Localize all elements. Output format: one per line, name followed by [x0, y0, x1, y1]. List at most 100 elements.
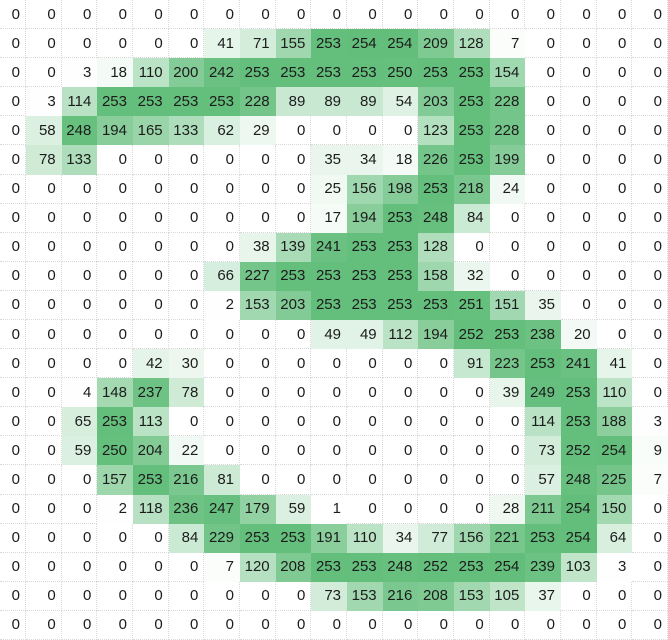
heatmap-cell: 253	[561, 378, 597, 408]
heatmap-cell: 0	[525, 87, 561, 117]
heatmap-cell: 0	[0, 0, 26, 30]
heatmap-cell: 0	[632, 0, 668, 30]
heatmap-cell: 0	[418, 349, 454, 379]
heatmap-cell: 0	[168, 552, 205, 582]
heatmap-cell: 0	[382, 378, 419, 408]
heatmap-cell: 133	[61, 145, 98, 175]
heatmap-cell: 249	[525, 378, 561, 408]
heatmap-cell: 150	[596, 494, 633, 524]
heatmap-cell: 54	[382, 87, 419, 117]
heatmap-cell: 194	[347, 203, 383, 233]
heatmap-cell: 0	[596, 261, 633, 291]
heatmap-cell: 0	[525, 58, 561, 88]
heatmap-cell: 57	[525, 465, 561, 495]
heatmap-cell: 0	[61, 174, 98, 204]
heatmap-cell: 0	[382, 349, 419, 379]
heatmap-cell: 29	[240, 116, 276, 146]
heatmap-cell: 0	[275, 174, 312, 204]
heatmap-cell: 0	[133, 145, 169, 175]
heatmap-cell: 0	[26, 0, 62, 30]
heatmap-cell: 0	[26, 290, 62, 320]
heatmap-cell: 0	[26, 58, 62, 88]
heatmap-cell: 133	[168, 116, 205, 146]
heatmap-cell: 253	[418, 174, 454, 204]
heatmap-cell: 0	[347, 610, 383, 640]
heatmap-cell: 204	[133, 436, 169, 466]
heatmap-cell: 0	[418, 0, 454, 30]
heatmap-cell: 0	[61, 0, 98, 30]
heatmap-cell: 0	[26, 581, 62, 611]
heatmap-cell: 0	[133, 610, 169, 640]
heatmap-cell: 0	[26, 29, 62, 59]
heatmap-cell: 4	[61, 378, 98, 408]
heatmap-cell: 253	[97, 87, 133, 117]
heatmap-cell: 0	[26, 261, 62, 291]
heatmap-cell: 0	[61, 261, 98, 291]
heatmap-cell: 0	[240, 145, 276, 175]
heatmap-cell: 254	[347, 29, 383, 59]
heatmap-cell: 254	[561, 523, 597, 553]
heatmap-cell: 254	[382, 29, 419, 59]
heatmap-cell: 0	[0, 29, 26, 59]
heatmap-cell: 242	[204, 58, 240, 88]
heatmap-cell: 0	[275, 116, 312, 146]
heatmap-cell: 0	[489, 407, 526, 437]
heatmap-cell: 84	[454, 203, 490, 233]
heatmap-cell: 0	[240, 174, 276, 204]
heatmap-cell: 0	[454, 610, 490, 640]
heatmap-cell: 0	[97, 261, 133, 291]
heatmap-cell: 218	[454, 174, 490, 204]
heatmap-cell: 253	[311, 261, 347, 291]
heatmap-cell: 0	[240, 349, 276, 379]
heatmap-cell: 0	[596, 0, 633, 30]
heatmap-cell: 0	[632, 378, 668, 408]
heatmap-cell: 209	[418, 29, 454, 59]
heatmap-cell: 0	[382, 465, 419, 495]
heatmap-cell: 0	[168, 145, 205, 175]
heatmap-cell: 0	[632, 232, 668, 262]
heatmap-cell: 65	[61, 407, 98, 437]
heatmap-cell: 0	[311, 465, 347, 495]
heatmap-cell: 89	[311, 87, 347, 117]
heatmap-cell: 0	[26, 610, 62, 640]
heatmap-cell: 0	[382, 407, 419, 437]
heatmap-cell: 103	[561, 552, 597, 582]
heatmap-cell: 0	[275, 145, 312, 175]
heatmap-cell: 0	[133, 581, 169, 611]
heatmap-cell: 0	[489, 203, 526, 233]
heatmap-cell: 0	[561, 203, 597, 233]
heatmap-cell: 0	[418, 436, 454, 466]
heatmap-cell: 0	[454, 0, 490, 30]
heatmap-cell: 0	[311, 349, 347, 379]
heatmap-cell: 253	[133, 465, 169, 495]
heatmap-cell: 35	[311, 145, 347, 175]
heatmap-cell: 253	[311, 552, 347, 582]
heatmap-cell: 153	[240, 290, 276, 320]
heatmap-cell: 155	[275, 29, 312, 59]
heatmap-cell: 0	[275, 378, 312, 408]
heatmap-cell: 0	[275, 203, 312, 233]
heatmap-cell: 0	[561, 29, 597, 59]
heatmap-cell: 0	[275, 320, 312, 350]
heatmap-cell: 228	[489, 87, 526, 117]
heatmap-cell: 158	[418, 261, 454, 291]
heatmap-cell: 154	[489, 58, 526, 88]
heatmap-cell: 0	[61, 581, 98, 611]
heatmap-cell: 0	[97, 349, 133, 379]
heatmap-cell: 253	[454, 116, 490, 146]
heatmap-cell: 253	[382, 290, 419, 320]
heatmap-cell: 253	[347, 261, 383, 291]
heatmap-cell: 78	[26, 145, 62, 175]
heatmap-cell: 0	[26, 378, 62, 408]
heatmap-cell: 0	[596, 203, 633, 233]
heatmap-cell: 3	[632, 407, 668, 437]
heatmap-cell: 0	[61, 349, 98, 379]
heatmap-cell: 0	[240, 0, 276, 30]
heatmap-cell: 78	[168, 378, 205, 408]
heatmap-cell: 18	[382, 145, 419, 175]
heatmap-cell: 0	[0, 523, 26, 553]
heatmap-cell: 254	[596, 436, 633, 466]
heatmap-cell: 0	[97, 145, 133, 175]
heatmap-cell: 0	[0, 349, 26, 379]
heatmap-cell: 0	[632, 552, 668, 582]
